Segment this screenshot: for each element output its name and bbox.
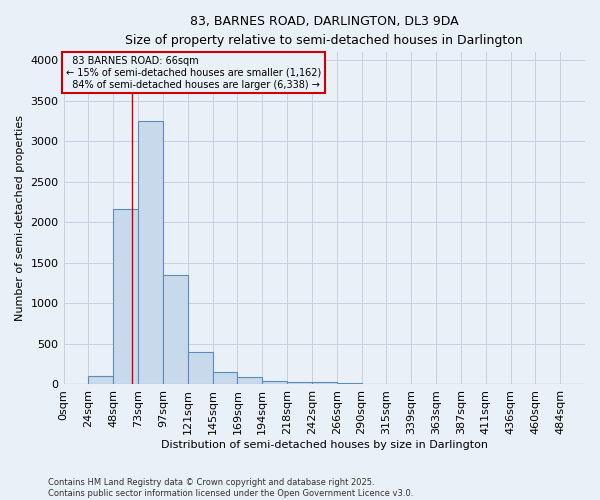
Bar [238, 377, 262, 384]
Text: 83 BARNES ROAD: 66sqm
← 15% of semi-detached houses are smaller (1,162)
  84% of: 83 BARNES ROAD: 66sqm ← 15% of semi-deta… [65, 56, 321, 90]
Bar [138, 121, 163, 384]
Bar [337, 383, 362, 384]
Bar [88, 376, 113, 384]
Y-axis label: Number of semi-detached properties: Number of semi-detached properties [15, 116, 25, 322]
Text: Contains HM Land Registry data © Crown copyright and database right 2025.
Contai: Contains HM Land Registry data © Crown c… [48, 478, 413, 498]
Bar [312, 382, 337, 384]
Title: 83, BARNES ROAD, DARLINGTON, DL3 9DA
Size of property relative to semi-detached : 83, BARNES ROAD, DARLINGTON, DL3 9DA Siz… [125, 15, 523, 47]
Bar [113, 208, 138, 384]
Bar [212, 372, 238, 384]
Bar [262, 381, 287, 384]
Bar [188, 352, 212, 384]
Bar [163, 275, 188, 384]
Bar [287, 382, 312, 384]
X-axis label: Distribution of semi-detached houses by size in Darlington: Distribution of semi-detached houses by … [161, 440, 488, 450]
